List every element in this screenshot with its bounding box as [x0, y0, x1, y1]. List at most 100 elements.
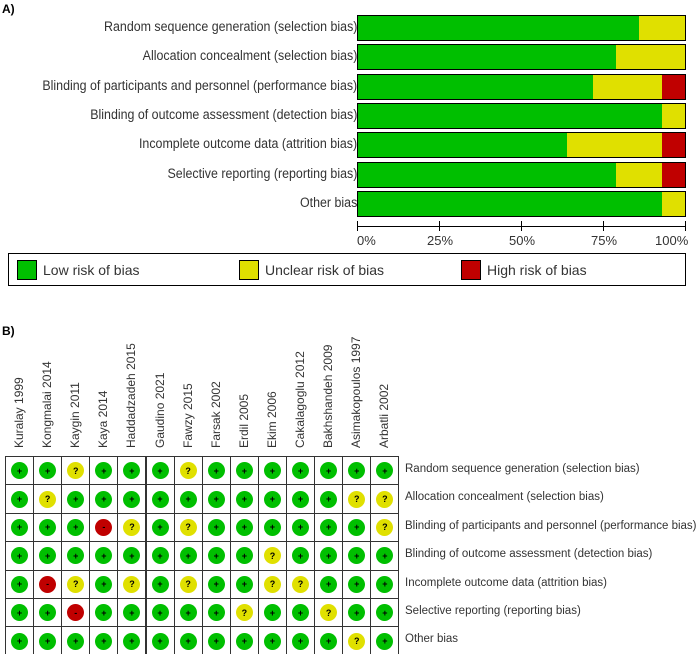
judgement-cell: + [201, 569, 231, 599]
category-label: Blinding of participants and personnel (… [42, 77, 357, 93]
study-label: Arbatli 2002 [377, 383, 392, 448]
legend-label-low: Low risk of bias [43, 262, 140, 278]
judgement-cell: + [117, 456, 147, 486]
legend-item-high: High risk of bias [461, 260, 587, 280]
low-risk-icon: + [207, 462, 225, 480]
low-risk-icon: + [95, 575, 113, 593]
low-risk-icon: + [263, 604, 281, 622]
judgement-cell: + [342, 569, 372, 599]
high-risk-icon: - [39, 575, 57, 593]
judgement-cell: ? [117, 569, 147, 599]
judgement-cell: + [229, 512, 259, 543]
low-risk-icon: + [235, 490, 253, 508]
judgement-cell: + [89, 598, 119, 628]
high-risk-icon: - [67, 604, 85, 622]
unclear-risk-icon: ? [67, 462, 85, 480]
study-label: Kuralay 1999 [12, 377, 26, 448]
low-risk-icon: + [95, 462, 113, 480]
judgement-cell: + [5, 598, 35, 628]
unclear-risk-icon: ? [179, 575, 197, 593]
study-label: Kaygin 2011 [68, 382, 83, 448]
domain-label: Blinding of participants and personnel (… [405, 519, 697, 532]
unclear-risk-icon: ? [320, 604, 338, 622]
low-risk-icon: + [292, 632, 310, 650]
low-risk-icon: + [207, 518, 225, 536]
low-risk-icon: + [320, 490, 338, 508]
low-risk-icon: + [207, 490, 225, 508]
judgement-cell: ? [257, 569, 287, 599]
stacked-bar [357, 15, 686, 41]
judgement-cell: + [257, 626, 287, 654]
judgement-cell: + [201, 598, 231, 628]
x-tick-label: 100% [655, 233, 689, 248]
low-risk-icon: + [39, 604, 57, 622]
low-risk-icon: + [179, 547, 197, 565]
x-tick-label: 50% [509, 233, 536, 248]
judgement-cell: + [342, 598, 372, 628]
study-label: Kaya 2014 [96, 390, 111, 448]
study-label: Kongmalai 2014 [40, 361, 55, 448]
study-label: Erdil 2005 [236, 393, 251, 448]
judgement-cell: + [370, 456, 400, 486]
low-risk-icon: + [207, 604, 225, 622]
legend: Low risk of bias Unclear risk of bias Hi… [8, 253, 686, 286]
judgement-cell: + [33, 456, 63, 486]
low-risk-icon: + [348, 518, 366, 536]
x-tick [439, 221, 440, 231]
judgement-cell: + [61, 541, 91, 571]
judgement-cell: + [145, 569, 175, 599]
judgement-cell: + [201, 541, 231, 571]
judgement-cell: + [145, 598, 175, 628]
judgement-cell: + [201, 626, 231, 654]
low-risk-icon: + [151, 547, 169, 565]
category-label: Random sequence generation (selection bi… [103, 19, 357, 34]
legend-label-high: High risk of bias [487, 262, 587, 278]
low-risk-icon: + [179, 632, 197, 650]
domain-label: Random sequence generation (selection bi… [405, 463, 640, 475]
bar-segment [662, 103, 685, 128]
low-risk-icon: + [11, 547, 29, 565]
low-risk-icon: + [151, 575, 169, 593]
low-risk-icon: + [263, 518, 281, 536]
low-risk-icon: + [67, 632, 85, 650]
low-risk-icon: + [39, 632, 57, 650]
category-label: Allocation concealment (selection bias) [142, 48, 357, 64]
low-risk-icon: + [320, 518, 338, 536]
unclear-risk-icon: ? [263, 575, 281, 593]
judgement-cell: + [89, 456, 119, 486]
study-label: Ekim 2006 [264, 391, 279, 448]
bar-segment [358, 191, 663, 216]
judgement-cell: + [342, 456, 372, 486]
low-risk-icon: + [95, 547, 113, 565]
low-risk-icon: + [151, 462, 169, 480]
unclear-risk-icon: ? [263, 547, 281, 565]
low-risk-icon: + [11, 462, 29, 480]
unclear-risk-icon: ? [348, 490, 366, 508]
judgement-cell: ? [370, 512, 400, 543]
panel-b-label: B) [2, 324, 15, 338]
unclear-risk-icon: ? [376, 518, 394, 536]
domain-label: Other bias [405, 633, 459, 646]
judgement-cell: + [370, 626, 400, 654]
judgement-cell: + [145, 512, 175, 543]
judgement-cell: + [257, 512, 287, 543]
judgement-cell: + [286, 484, 316, 514]
bar-segment [358, 45, 617, 70]
low-risk-icon: + [320, 547, 338, 565]
bar-segment [567, 133, 663, 158]
low-risk-icon: + [179, 604, 197, 622]
study-label: Haddadzadeh 2015 [124, 343, 139, 448]
low-risk-icon: + [95, 490, 113, 508]
judgement-cell: + [145, 541, 175, 571]
low-risk-icon: + [11, 604, 29, 622]
unclear-risk-icon: ? [376, 490, 394, 508]
low-risk-icon: + [235, 518, 253, 536]
low-risk-icon: + [292, 490, 310, 508]
judgement-cell: ? [314, 598, 344, 628]
judgement-cell: + [33, 598, 63, 628]
judgement-cell: + [314, 484, 344, 514]
judgement-cell: + [89, 626, 119, 654]
judgement-cell: + [89, 484, 119, 514]
judgement-cell: + [173, 541, 203, 571]
study-label: Bakhshandeh 2009 [321, 344, 336, 448]
